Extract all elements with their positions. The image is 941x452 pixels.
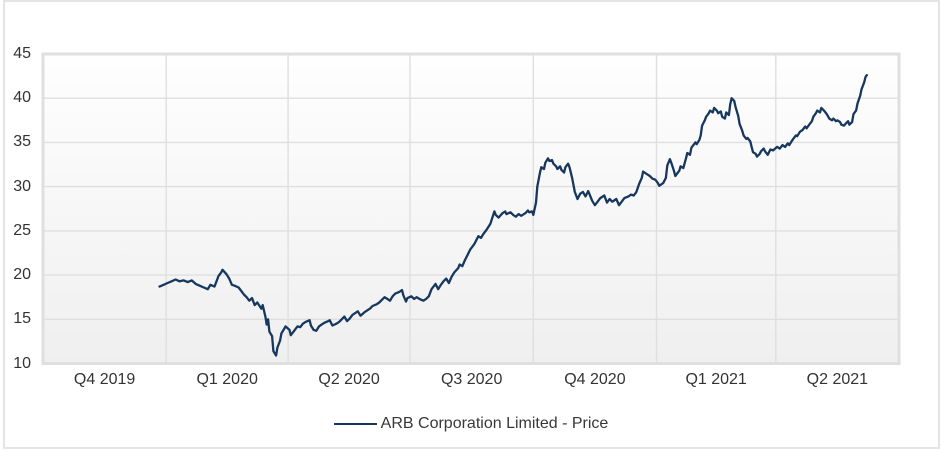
x-axis-tick-label: Q4 2020 [564,371,626,388]
gridlines [43,54,899,364]
y-axis-tick-label: 45 [13,45,31,62]
plot-background [43,54,899,364]
y-axis-tick-label: 15 [13,310,31,328]
legend-line-sample-icon [333,423,377,425]
legend: ARB Corporation Limited - Price [43,413,899,435]
x-axis-tick-label: Q2 2021 [806,371,869,388]
y-axis-tick-label: 35 [13,133,31,151]
plot-border [41,52,901,365]
y-axis-tick-label: 10 [13,354,31,372]
x-axis-tick-label: Q3 2020 [440,371,503,388]
legend-label: ARB Corporation Limited - Price [380,415,609,432]
price-line-series [158,74,868,357]
x-axis-tick-label: Q1 2020 [196,371,258,388]
y-axis-tick-label: 40 [13,89,31,107]
y-axis-tick-label: 25 [13,221,31,239]
x-axis-tick-label: Q2 2020 [318,371,380,388]
x-axis-tick-label: Q4 2019 [73,371,136,388]
y-axis-tick-label: 30 [13,177,31,195]
x-axis-tick-label: Q1 2021 [685,371,747,388]
y-axis-tick-label: 20 [13,266,31,284]
